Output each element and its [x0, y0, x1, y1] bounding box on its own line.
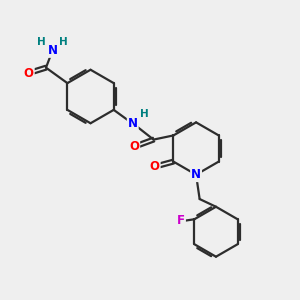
Text: O: O: [24, 67, 34, 80]
Text: F: F: [177, 214, 185, 227]
Text: N: N: [47, 44, 58, 57]
Text: N: N: [191, 168, 201, 181]
Text: O: O: [129, 140, 139, 153]
Text: H: H: [140, 109, 149, 119]
Text: H: H: [37, 37, 46, 47]
Text: N: N: [128, 117, 138, 130]
Text: O: O: [150, 160, 160, 172]
Text: H: H: [58, 37, 67, 46]
